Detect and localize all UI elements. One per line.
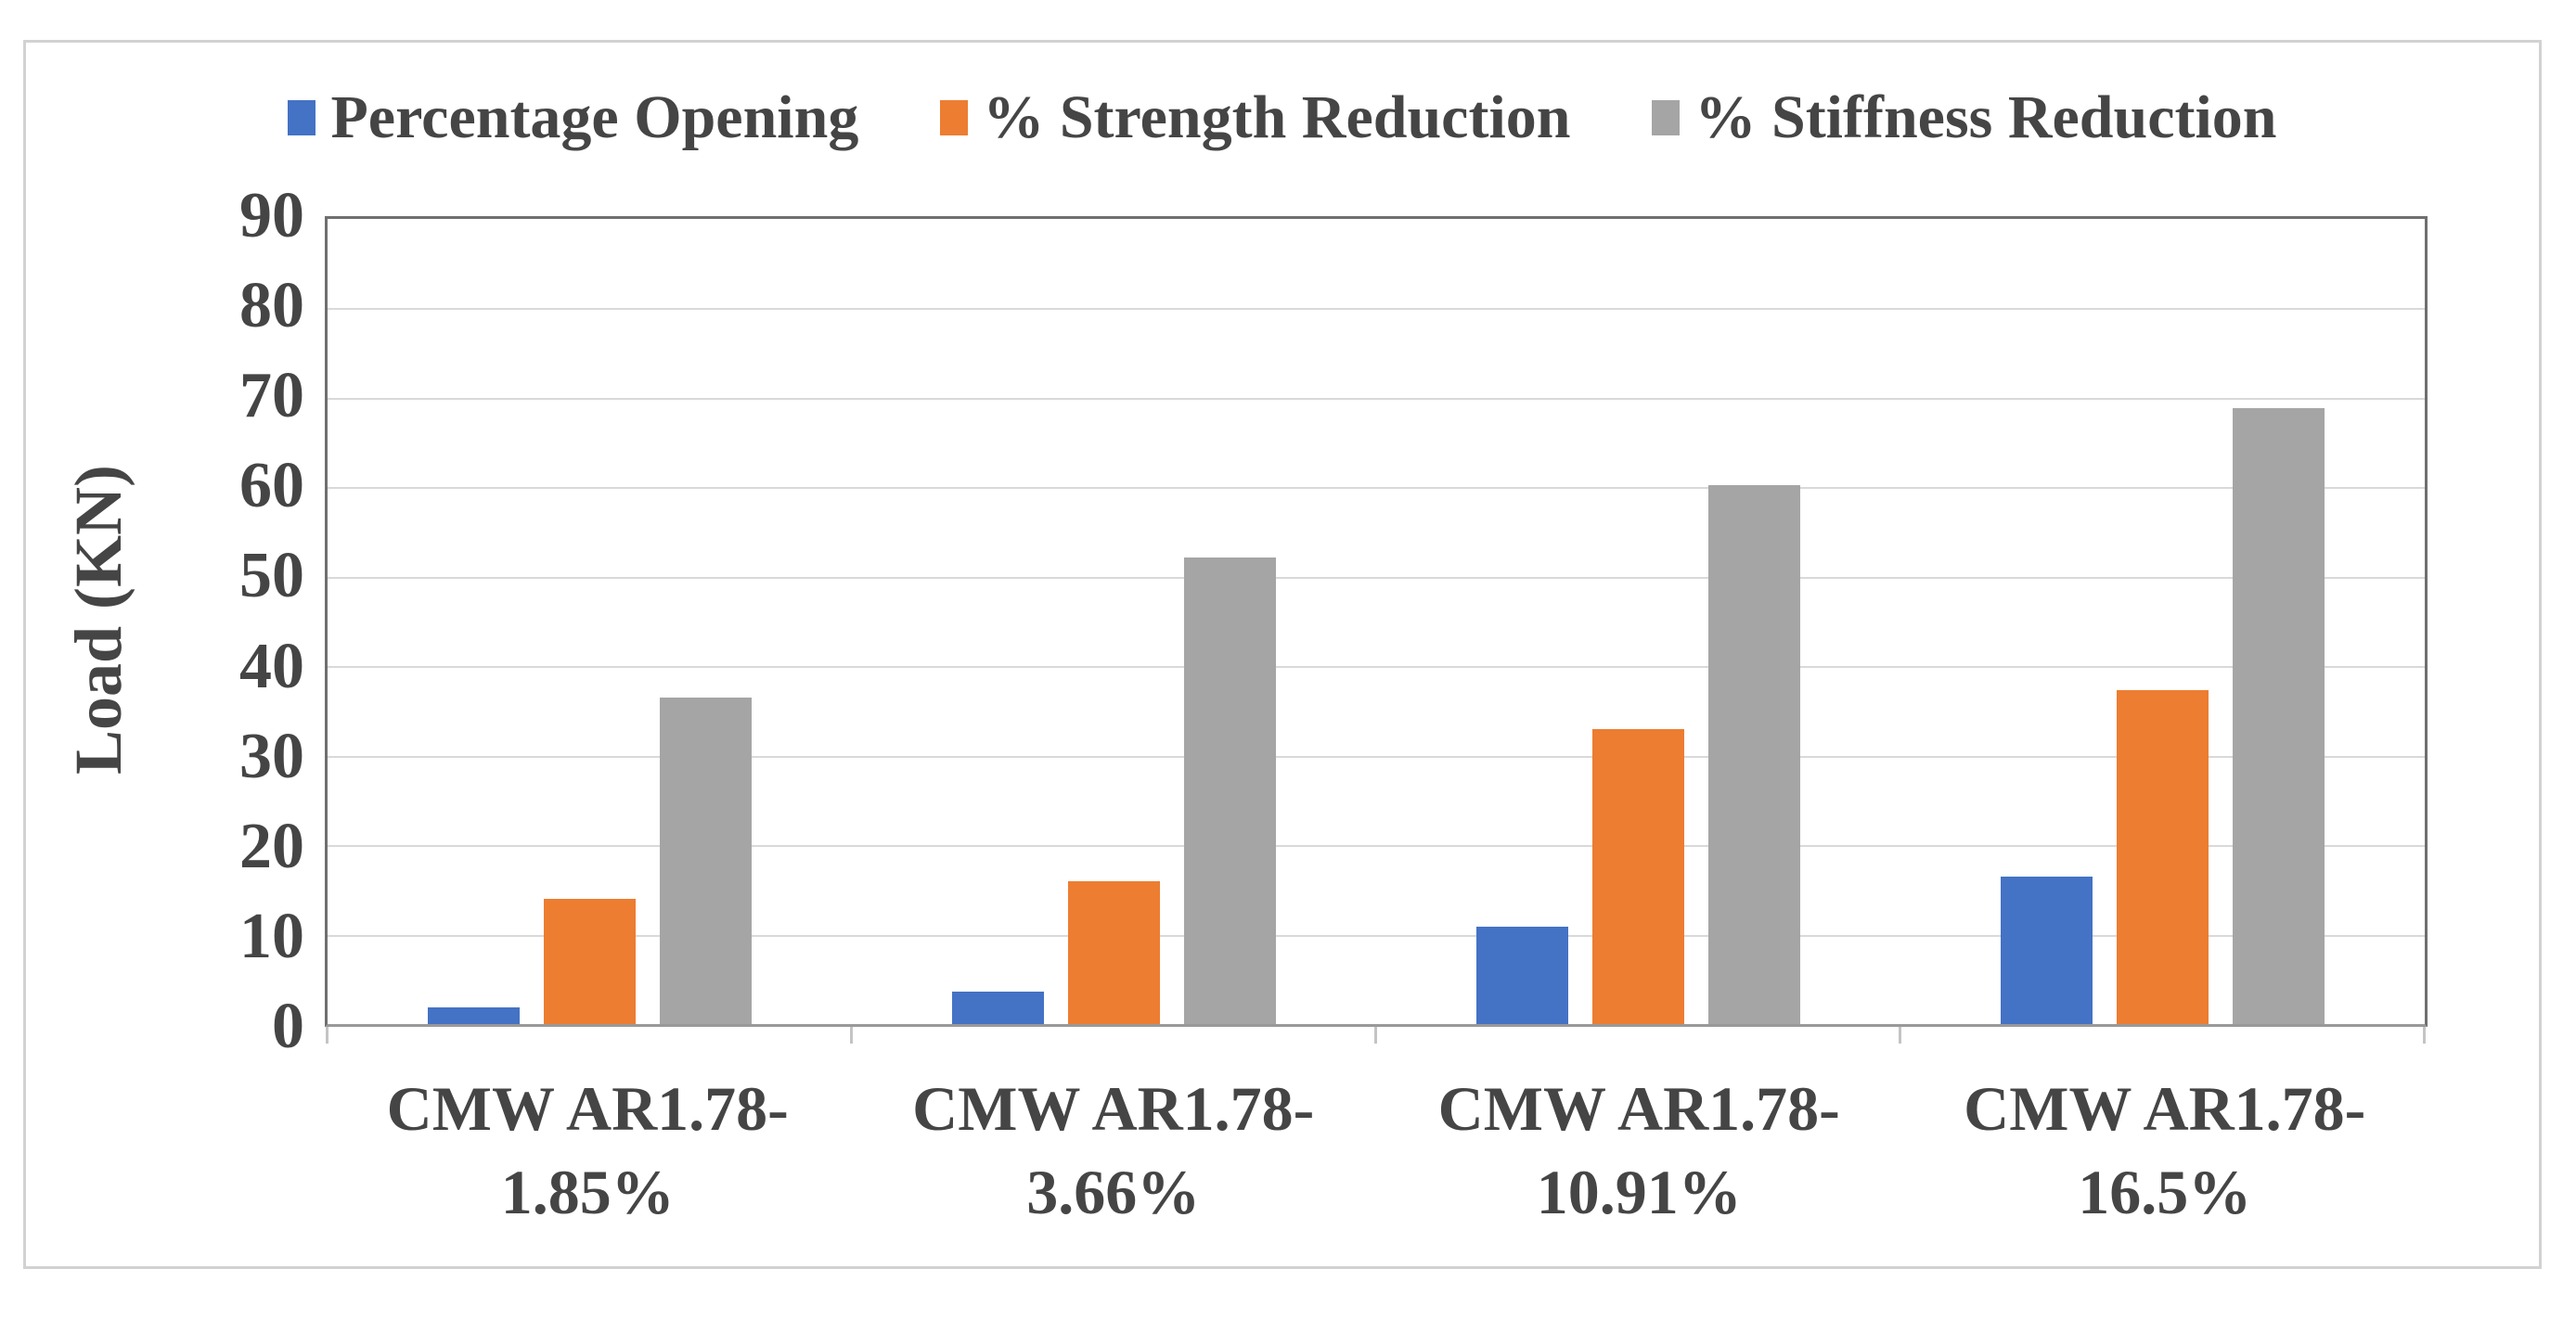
y-tick-label: 30: [239, 720, 304, 792]
gridline: [328, 934, 2425, 937]
legend-label: Percentage Opening: [330, 83, 859, 151]
y-tick-label: 90: [239, 180, 304, 251]
bar-group: [1376, 219, 1900, 1024]
bar-stiffness-reduction: [1184, 557, 1276, 1024]
x-category-label-text: CMW AR1.78-1.85%: [386, 1073, 789, 1227]
y-tick-label: 50: [239, 540, 304, 612]
legend-item: Percentage Opening: [288, 87, 858, 148]
bar-percentage-opening: [428, 1007, 520, 1024]
legend: Percentage Opening% Strength Reduction% …: [26, 87, 2539, 148]
legend-label: % Strength Reduction: [983, 83, 1571, 151]
y-tick-label: 20: [239, 810, 304, 882]
plot-area: [325, 216, 2428, 1044]
percentage-opening-legend-marker: [288, 100, 316, 135]
gridline: [328, 576, 2425, 579]
gridline: [328, 666, 2425, 669]
gridline: [328, 755, 2425, 758]
x-category-label: CMW AR1.78-1.85%: [325, 1068, 851, 1235]
bar-percentage-opening: [952, 991, 1044, 1024]
x-category-label-text: CMW AR1.78-10.91%: [1437, 1073, 1840, 1227]
bar-strength-reduction: [2117, 690, 2209, 1024]
gridline: [328, 845, 2425, 848]
bar-stiffness-reduction: [1708, 485, 1800, 1024]
x-axis-tick: [2423, 1027, 2426, 1044]
bar-strength-reduction: [544, 898, 636, 1024]
x-category-label: CMW AR1.78-10.91%: [1376, 1068, 1902, 1235]
x-axis-tick: [1374, 1027, 1377, 1044]
x-axis-tick: [850, 1027, 853, 1044]
x-axis-tick: [1899, 1027, 1901, 1044]
strength-reduction-legend-marker: [940, 100, 969, 135]
bar-group: [1900, 219, 2425, 1024]
y-tick-label: 10: [239, 900, 304, 972]
gridline: [328, 308, 2425, 311]
bar-strength-reduction: [1068, 880, 1160, 1024]
bar-stiffness-reduction: [2233, 408, 2325, 1024]
y-tick-label: 80: [239, 270, 304, 342]
chart-figure: Percentage Opening% Strength Reduction% …: [23, 40, 2542, 1269]
x-category-label-text: CMW AR1.78-16.5%: [1964, 1073, 2366, 1227]
bar-stiffness-reduction: [660, 697, 752, 1024]
y-tick-label: 40: [239, 630, 304, 702]
x-axis-tick: [326, 1027, 328, 1044]
y-tick-label: 60: [239, 450, 304, 522]
stiffness-reduction-legend-marker: [1652, 100, 1681, 135]
y-tick-label: 0: [272, 991, 304, 1062]
legend-item: % Strength Reduction: [940, 87, 1570, 148]
bar-group: [328, 219, 852, 1024]
y-tick-label: 70: [239, 360, 304, 432]
y-axis-tick-labels: 0 10 20 30 40 50 60 70 80 90: [82, 180, 304, 1062]
x-category-label-text: CMW AR1.78-3.66%: [912, 1073, 1315, 1227]
x-category-label: CMW AR1.78-3.66%: [851, 1068, 1377, 1235]
x-category-label: CMW AR1.78-16.5%: [1902, 1068, 2428, 1235]
bar-strength-reduction: [1592, 728, 1684, 1024]
legend-item: % Stiffness Reduction: [1652, 83, 2277, 151]
legend-label: % Stiffness Reduction: [1694, 83, 2277, 151]
x-axis-labels: CMW AR1.78-1.85% CMW AR1.78-3.66% CMW AR1.…: [325, 1068, 2428, 1235]
gridline: [328, 397, 2425, 400]
bar-percentage-opening: [2001, 876, 2093, 1024]
gridline: [328, 487, 2425, 490]
bar-group: [852, 219, 1376, 1024]
bar-percentage-opening: [1476, 926, 1568, 1024]
